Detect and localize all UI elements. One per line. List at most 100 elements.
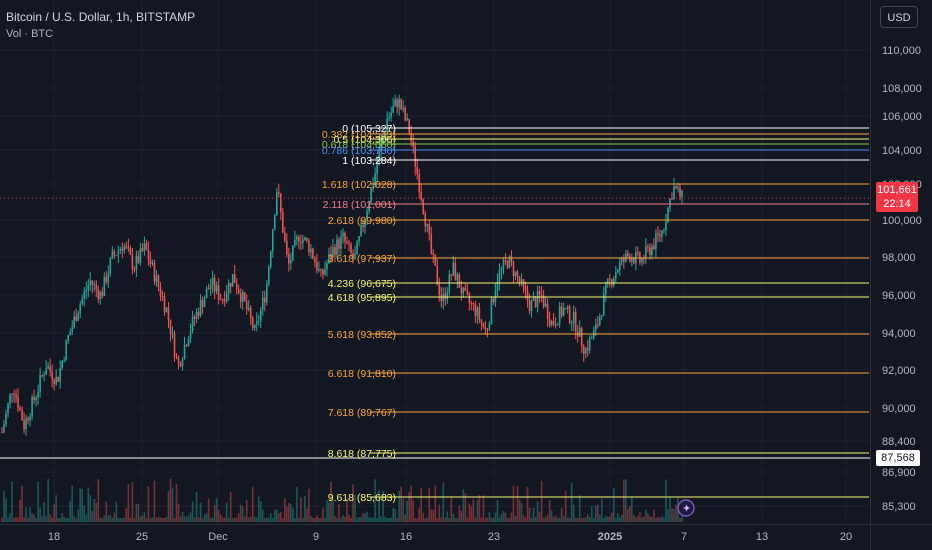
candle-body bbox=[352, 253, 354, 260]
candle-body bbox=[35, 397, 37, 401]
candle-body bbox=[21, 409, 23, 421]
candle-body bbox=[410, 132, 413, 142]
candle-body bbox=[378, 152, 380, 165]
candle-body bbox=[308, 241, 310, 253]
candle-body bbox=[657, 233, 659, 235]
candle-body bbox=[450, 274, 453, 276]
volume-bar bbox=[119, 517, 122, 522]
x-tick-label: 18 bbox=[48, 531, 60, 543]
candle-body bbox=[255, 320, 258, 325]
candle-body bbox=[402, 107, 404, 110]
volume-bar bbox=[418, 507, 421, 522]
last-price: 101,661 bbox=[877, 184, 917, 196]
candle-body bbox=[438, 284, 441, 295]
volume-bar bbox=[31, 513, 33, 522]
volume-bar bbox=[243, 516, 246, 522]
volume-bar bbox=[288, 503, 290, 522]
y-tick-label: 110,000 bbox=[882, 45, 921, 57]
candle-body bbox=[11, 393, 13, 395]
candle-body bbox=[87, 285, 90, 291]
candle-body bbox=[177, 356, 180, 364]
volume-bar bbox=[253, 516, 256, 522]
candle-body bbox=[510, 256, 513, 262]
volume-bar bbox=[37, 481, 39, 522]
volume-bar bbox=[629, 506, 631, 522]
candle-body bbox=[89, 280, 92, 286]
price-axis[interactable]: 110,000108,000106,000104,000102,000100,0… bbox=[882, 45, 922, 513]
volume-bar bbox=[35, 517, 37, 522]
candle-body bbox=[641, 258, 643, 263]
volume-bar bbox=[659, 517, 661, 522]
volume-bar bbox=[444, 517, 447, 522]
candle-body bbox=[125, 245, 128, 248]
volume-bar bbox=[97, 479, 100, 522]
candle-body bbox=[263, 297, 266, 303]
volume-bar bbox=[518, 499, 521, 522]
candle-body bbox=[466, 290, 469, 295]
volume-bar bbox=[87, 487, 90, 522]
volume-bar bbox=[89, 495, 92, 522]
candle-body bbox=[508, 256, 511, 268]
candle-body bbox=[663, 229, 665, 231]
volume-bar bbox=[284, 498, 286, 522]
volume-bar bbox=[189, 512, 192, 522]
x-tick-label: 20 bbox=[840, 531, 852, 543]
candle-body bbox=[123, 245, 126, 251]
candle-body bbox=[677, 187, 679, 189]
volume-bar bbox=[133, 517, 136, 522]
volume-bar bbox=[496, 499, 499, 522]
volume-bar bbox=[310, 516, 312, 522]
volume-bar bbox=[298, 517, 300, 522]
y-tick-label: 86,900 bbox=[882, 467, 916, 479]
volume-bar bbox=[440, 517, 443, 522]
candle-body bbox=[320, 269, 322, 271]
volume-bar bbox=[645, 509, 647, 522]
candle-body bbox=[139, 248, 142, 263]
volume-bar bbox=[438, 504, 441, 522]
candle-body bbox=[472, 303, 475, 305]
volume-indicator-label[interactable]: Vol · BTC bbox=[6, 28, 54, 40]
candle-body bbox=[488, 323, 491, 330]
volume-bar bbox=[596, 504, 599, 522]
volume-bar bbox=[627, 508, 629, 522]
replay-icon[interactable] bbox=[677, 499, 695, 517]
volume-bar bbox=[633, 515, 635, 522]
candle-body bbox=[197, 312, 200, 316]
volume-bar bbox=[312, 517, 314, 522]
time-axis[interactable]: 18 25 Dec 9 16 23 2025 7 13 20 bbox=[48, 531, 852, 543]
candle-body bbox=[673, 186, 675, 199]
candle-body bbox=[306, 237, 308, 242]
volume-bar bbox=[588, 516, 591, 522]
currency-button[interactable]: USD bbox=[880, 6, 918, 28]
candle-body bbox=[554, 324, 557, 326]
candle-body bbox=[386, 119, 388, 133]
volume-bar bbox=[578, 494, 581, 522]
candle-body bbox=[655, 233, 657, 249]
candle-body bbox=[282, 211, 284, 233]
candle-body bbox=[53, 379, 55, 385]
volume-bar bbox=[358, 517, 360, 522]
volume-bar bbox=[145, 517, 148, 522]
candle-body bbox=[19, 408, 21, 410]
volume-bar bbox=[586, 514, 589, 522]
candlestick-series bbox=[1, 94, 683, 436]
candle-body bbox=[43, 374, 45, 376]
volume-bar bbox=[430, 509, 433, 522]
volume-bar bbox=[374, 479, 376, 522]
candle-body bbox=[181, 359, 184, 367]
candle-body bbox=[223, 299, 226, 302]
candle-body bbox=[294, 239, 296, 246]
candle-body bbox=[400, 98, 402, 110]
volume-bar bbox=[51, 517, 53, 522]
candle-body bbox=[434, 254, 437, 266]
candle-body bbox=[79, 304, 82, 314]
candle-body bbox=[25, 418, 27, 430]
volume-bar bbox=[213, 504, 216, 522]
candle-body bbox=[675, 186, 677, 189]
volume-bar bbox=[663, 517, 665, 522]
volume-bar bbox=[434, 485, 437, 522]
volume-bar bbox=[424, 517, 427, 522]
volume-bar bbox=[606, 516, 609, 522]
volume-bar bbox=[504, 512, 507, 522]
